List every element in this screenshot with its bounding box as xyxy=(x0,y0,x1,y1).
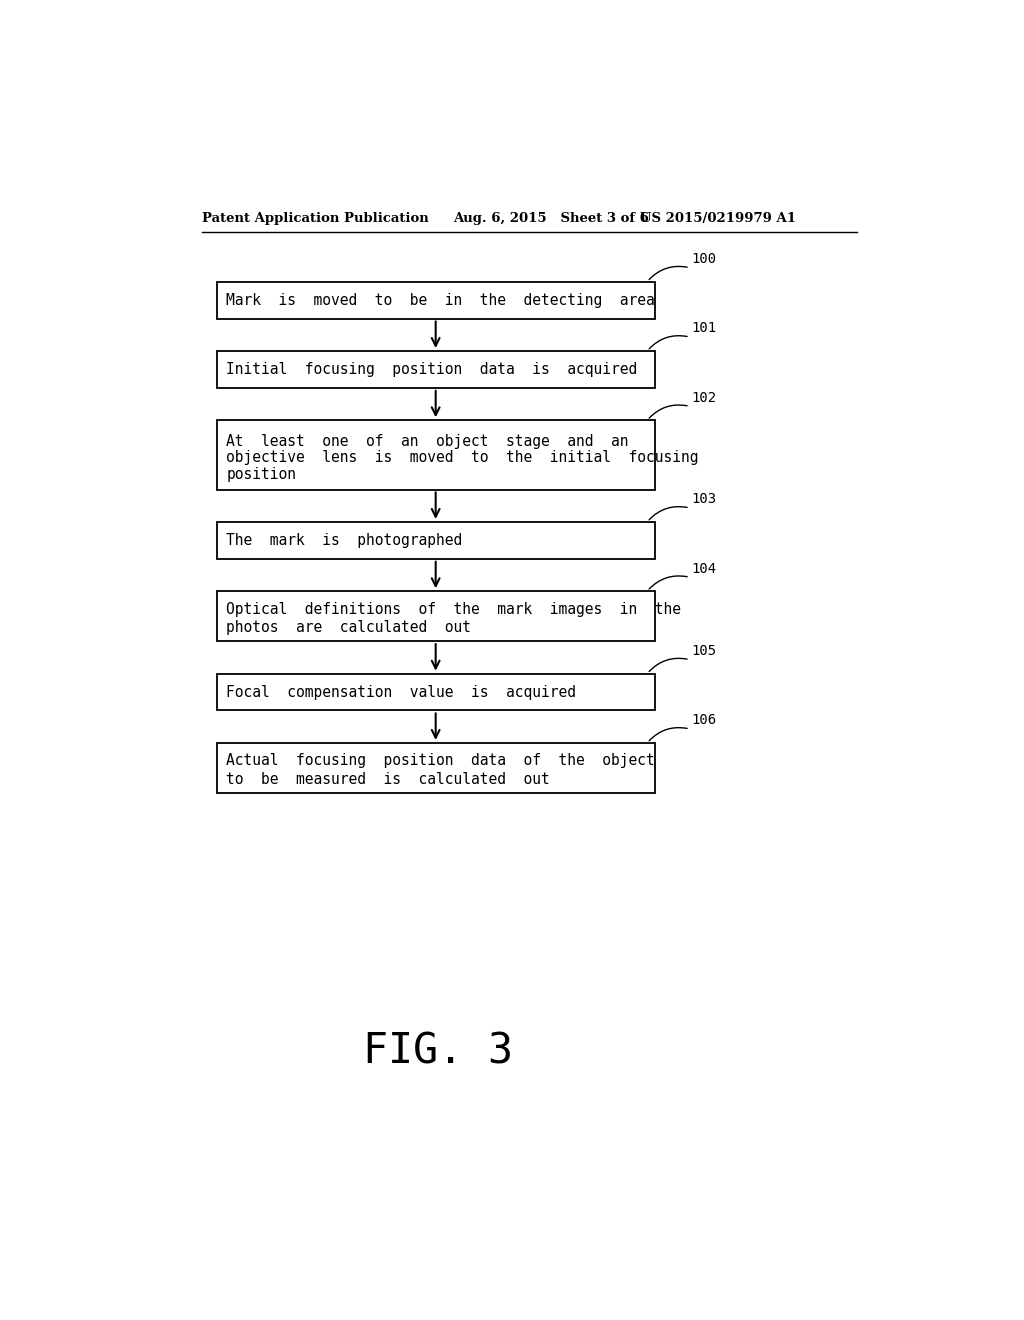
Text: Mark  is  moved  to  be  in  the  detecting  area: Mark is moved to be in the detecting are… xyxy=(226,293,655,308)
Bar xyxy=(217,281,655,318)
Bar xyxy=(217,673,655,710)
Text: Aug. 6, 2015   Sheet 3 of 6: Aug. 6, 2015 Sheet 3 of 6 xyxy=(454,213,649,224)
Bar xyxy=(217,591,655,642)
Text: Actual  focusing  position  data  of  the  object: Actual focusing position data of the obj… xyxy=(226,754,655,768)
Text: 106: 106 xyxy=(691,713,717,727)
Text: 100: 100 xyxy=(691,252,717,267)
Bar xyxy=(217,743,655,793)
Text: objective  lens  is  moved  to  the  initial  focusing: objective lens is moved to the initial f… xyxy=(226,450,699,466)
Text: At  least  one  of  an  object  stage  and  an: At least one of an object stage and an xyxy=(226,433,629,449)
Text: 101: 101 xyxy=(691,322,717,335)
Text: to  be  measured  is  calculated  out: to be measured is calculated out xyxy=(226,772,550,787)
Bar xyxy=(217,351,655,388)
Text: Patent Application Publication: Patent Application Publication xyxy=(202,213,428,224)
Text: Initial  focusing  position  data  is  acquired: Initial focusing position data is acquir… xyxy=(226,362,638,378)
Text: FIG. 3: FIG. 3 xyxy=(362,1031,513,1073)
Text: 102: 102 xyxy=(691,391,717,405)
Text: Focal  compensation  value  is  acquired: Focal compensation value is acquired xyxy=(226,685,577,700)
Text: position: position xyxy=(226,467,296,482)
Text: 105: 105 xyxy=(691,644,717,659)
Text: The  mark  is  photographed: The mark is photographed xyxy=(226,533,463,548)
Text: 104: 104 xyxy=(691,562,717,576)
Text: US 2015/0219979 A1: US 2015/0219979 A1 xyxy=(640,213,796,224)
Bar xyxy=(217,521,655,558)
Text: 103: 103 xyxy=(691,492,717,507)
Bar xyxy=(217,420,655,490)
Text: photos  are  calculated  out: photos are calculated out xyxy=(226,620,471,635)
Text: Optical  definitions  of  the  mark  images  in  the: Optical definitions of the mark images i… xyxy=(226,602,681,616)
